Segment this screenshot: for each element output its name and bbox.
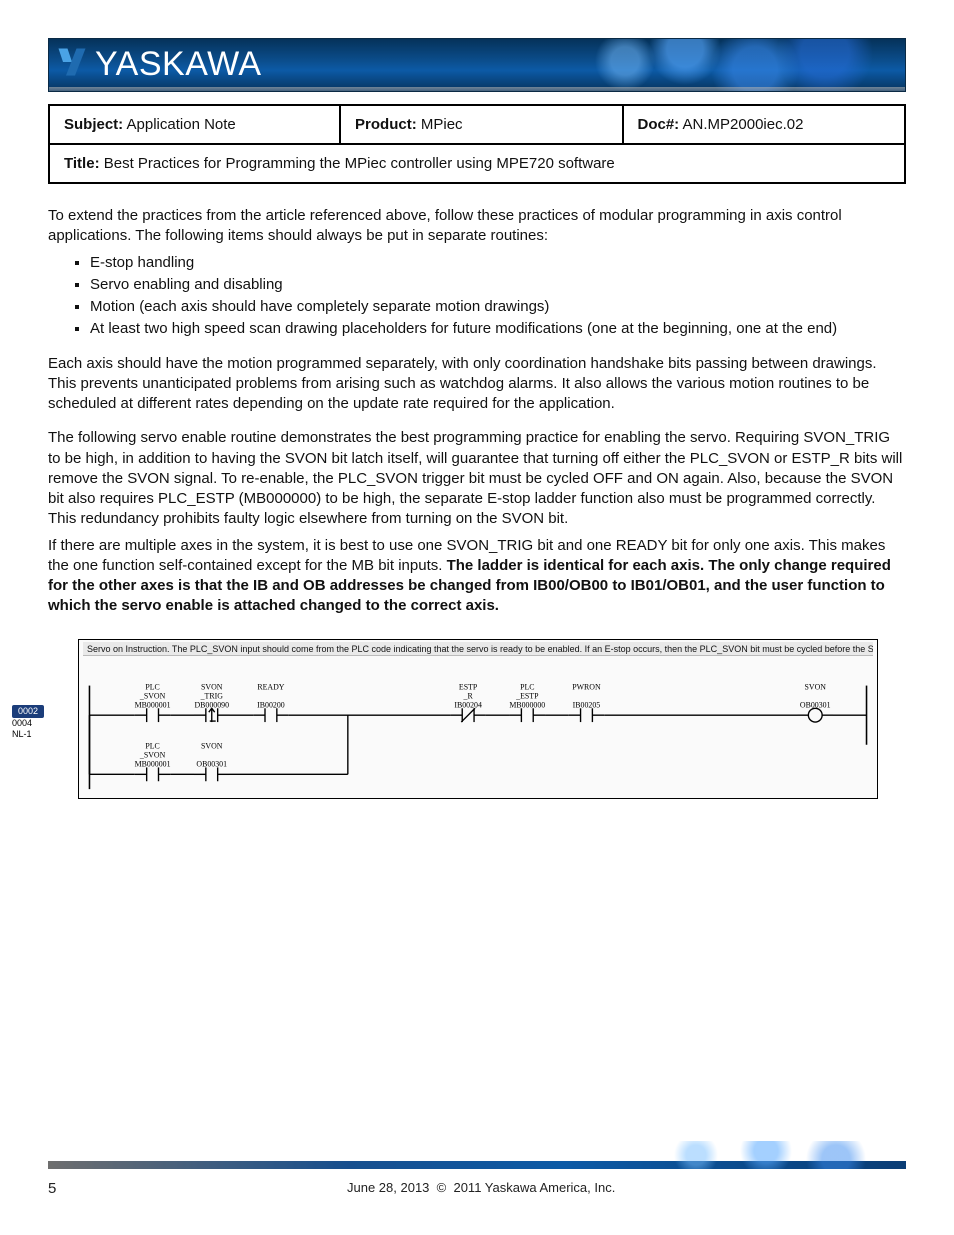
svg-text:PWRON: PWRON [572, 682, 601, 691]
footer-bar [48, 1161, 906, 1169]
rung-number: 0002 [12, 705, 44, 718]
svg-text:_SVON: _SVON [139, 750, 166, 759]
subject-value: Application Note [127, 116, 236, 133]
ladder-svg: PLC_SVONMB000001SVON_TRIGDB000090READYIB… [79, 656, 877, 798]
yaskawa-logo-icon [57, 47, 87, 77]
svg-text:_ESTP: _ESTP [515, 691, 539, 700]
svg-text:DB000090: DB000090 [194, 700, 229, 709]
svg-text:IB00205: IB00205 [573, 700, 601, 709]
subject-label: Subject: [64, 116, 123, 133]
banner-fringe [49, 87, 905, 92]
list-item: Motion (each axis should have completely… [90, 297, 906, 317]
svg-text:OB00301: OB00301 [800, 700, 831, 709]
title-label: Title: [64, 155, 100, 172]
product-label: Product: [355, 116, 417, 133]
svg-text:PLC: PLC [145, 682, 159, 691]
docnum-label: Doc#: [638, 116, 680, 133]
title-value: Best Practices for Programming the MPiec… [104, 155, 615, 172]
svg-text:MB000001: MB000001 [135, 759, 171, 768]
banner-bokeh [585, 39, 905, 91]
body-section: To extend the practices from the article… [48, 184, 906, 617]
svg-text:OB00301: OB00301 [196, 759, 227, 768]
svg-text:IB00204: IB00204 [454, 700, 482, 709]
svg-text:MB000000: MB000000 [509, 700, 545, 709]
practice-list: E-stop handling Servo enabling and disab… [90, 253, 906, 340]
paragraph-enable: The following servo enable routine demon… [48, 428, 906, 529]
rung-sub2: NL-1 [12, 729, 32, 739]
product-value: MPiec [421, 116, 463, 133]
page-number: 5 [48, 1180, 56, 1197]
svg-text:ESTP: ESTP [459, 682, 478, 691]
svg-text:SVON: SVON [201, 741, 223, 750]
paragraph-figure: If there are multiple axes in the system… [48, 536, 906, 617]
svg-text:READY: READY [257, 682, 284, 691]
rung-badge: 0002 0004 NL-1 [12, 705, 44, 740]
paragraph-motion: Each axis should have the motion program… [48, 354, 906, 415]
svg-text:_R: _R [463, 691, 474, 700]
svg-text:MB000001: MB000001 [135, 700, 171, 709]
footer-date: June 28, 2013 [347, 1180, 429, 1195]
ladder-figure: 0002 0004 NL-1 Servo on Instruction. The… [48, 639, 906, 799]
intro-paragraph: To extend the practices from the article… [48, 206, 906, 247]
footer-company: 2011 Yaskawa America, Inc. [453, 1180, 615, 1195]
footer-text: 5 June 28, 2013 © 2011 Yaskawa America, … [48, 1180, 906, 1197]
header-banner: YASKAWA [48, 38, 906, 92]
list-item: E-stop handling [90, 253, 906, 273]
ladder-frame: Servo on Instruction. The PLC_SVON input… [78, 639, 878, 799]
svg-text:_SVON: _SVON [139, 691, 166, 700]
info-table: Subject: Application Note Product: MPiec… [48, 104, 906, 184]
list-item: At least two high speed scan drawing pla… [90, 319, 906, 339]
svg-text:PLC: PLC [145, 741, 159, 750]
brand-text: YASKAWA [95, 45, 262, 84]
list-item: Servo enabling and disabling [90, 275, 906, 295]
svg-text:_TRIG: _TRIG [200, 691, 224, 700]
rung-sub1: 0004 [12, 718, 32, 728]
docnum-value: AN.MP2000iec.02 [683, 116, 804, 133]
copyright-symbol: © [437, 1180, 447, 1195]
svg-text:SVON: SVON [805, 682, 827, 691]
svg-text:IB00200: IB00200 [257, 700, 285, 709]
svg-text:SVON: SVON [201, 682, 223, 691]
ladder-title: Servo on Instruction. The PLC_SVON input… [83, 642, 873, 656]
svg-text:PLC: PLC [520, 682, 534, 691]
